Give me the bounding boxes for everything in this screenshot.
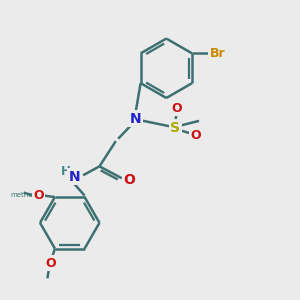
Text: Br: Br [209, 47, 225, 60]
Text: O: O [123, 173, 135, 187]
Text: S: S [170, 121, 180, 135]
Text: N: N [68, 170, 80, 184]
Text: O: O [45, 257, 56, 270]
Text: N: N [129, 112, 141, 126]
Text: O: O [191, 129, 201, 142]
Text: O: O [171, 102, 182, 115]
Text: methoxy: methoxy [11, 192, 41, 198]
Text: O: O [33, 189, 44, 202]
Text: H: H [61, 165, 71, 178]
